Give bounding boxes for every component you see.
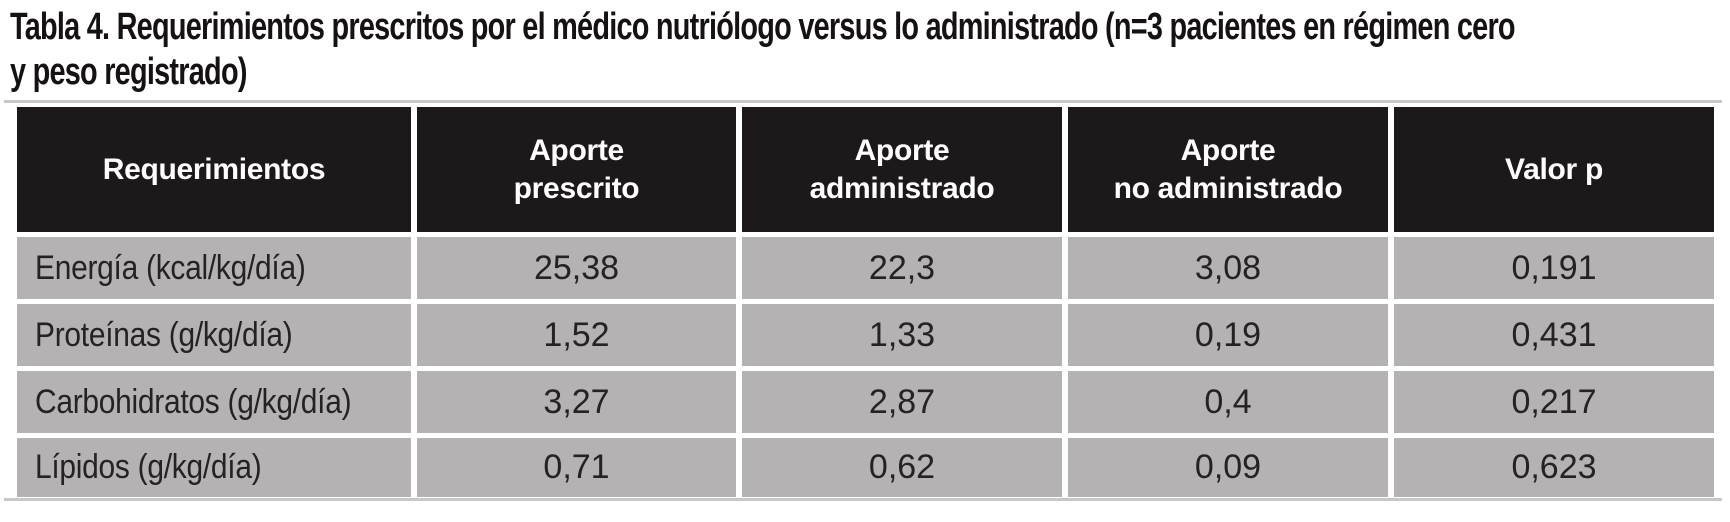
- table-caption: Tabla 4. Requerimientos prescritos por e…: [10, 5, 1730, 95]
- column-header-text: prescrito: [513, 171, 640, 205]
- column-header-text: Aporte: [854, 133, 950, 167]
- row-label: Lípidos (g/kg/día): [35, 448, 262, 486]
- cell-value: 0,217: [1511, 382, 1597, 421]
- value-cell-aporte-prescrito: 25,38: [417, 237, 736, 299]
- column-header-text: administrado: [809, 171, 995, 205]
- cell-value: 3,27: [543, 382, 610, 421]
- column-header-text: no administrado: [1113, 171, 1343, 205]
- row-label: Proteínas (g/kg/día): [35, 315, 293, 354]
- value-cell-aporte-no-administrado: 0,19: [1068, 304, 1388, 366]
- column-header-aporte-no-administrado: Aporte no administrado: [1068, 107, 1388, 232]
- cell-value: 22,3: [868, 248, 936, 287]
- value-cell-aporte-administrado: 2,87: [742, 371, 1062, 433]
- value-cell-aporte-prescrito: 3,27: [417, 371, 736, 433]
- cell-value: 0,4: [1204, 382, 1252, 421]
- value-cell-aporte-administrado: 1,33: [742, 304, 1062, 366]
- column-header-requerimientos: Requerimientos: [17, 107, 411, 232]
- value-cell-aporte-no-administrado: 3,08: [1068, 237, 1388, 299]
- column-header-aporte-administrado: Aporte administrado: [742, 107, 1062, 232]
- column-header-text: Aporte: [1180, 133, 1276, 167]
- row-label-cell: Proteínas (g/kg/día): [17, 304, 411, 366]
- row-label-cell: Energía (kcal/kg/día): [17, 237, 411, 299]
- table-caption-line2: y peso registrado): [10, 51, 247, 93]
- table-bottom-rule: [4, 498, 1722, 501]
- cell-value: 1,52: [543, 315, 610, 354]
- column-header-text: Valor p: [1505, 152, 1603, 186]
- value-cell-valor-p: 0,217: [1394, 371, 1714, 433]
- cell-value: 2,87: [868, 382, 936, 421]
- row-label: Energía (kcal/kg/día): [35, 248, 306, 287]
- value-cell-valor-p: 0,191: [1394, 237, 1714, 299]
- data-table: Requerimientos Aporte prescrito Aporte a…: [17, 107, 1714, 497]
- cell-value: 0,431: [1511, 315, 1597, 354]
- cell-value: 0,62: [868, 448, 936, 486]
- cell-value: 0,71: [543, 448, 610, 486]
- row-label: Carbohidratos (g/kg/día): [35, 382, 352, 421]
- cell-value: 1,33: [868, 315, 936, 354]
- column-header-text: Requerimientos: [102, 152, 326, 186]
- cell-value: 25,38: [533, 248, 620, 287]
- value-cell-aporte-prescrito: 0,71: [417, 438, 736, 497]
- table-caption-line1: Tabla 4. Requerimientos prescritos por e…: [10, 6, 1516, 48]
- table-top-rule: [4, 100, 1722, 103]
- row-label-cell: Lípidos (g/kg/día): [17, 438, 411, 497]
- cell-value: 3,08: [1194, 248, 1262, 287]
- cell-value: 0,09: [1194, 448, 1262, 486]
- value-cell-aporte-no-administrado: 0,09: [1068, 438, 1388, 497]
- column-header-text: Aporte: [529, 133, 624, 167]
- cell-value: 0,623: [1511, 448, 1597, 486]
- value-cell-valor-p: 0,623: [1394, 438, 1714, 497]
- value-cell-valor-p: 0,431: [1394, 304, 1714, 366]
- column-header-valor-p: Valor p: [1394, 107, 1714, 232]
- value-cell-aporte-prescrito: 1,52: [417, 304, 736, 366]
- value-cell-aporte-no-administrado: 0,4: [1068, 371, 1388, 433]
- row-label-cell: Carbohidratos (g/kg/día): [17, 371, 411, 433]
- cell-value: 0,19: [1194, 315, 1262, 354]
- value-cell-aporte-administrado: 22,3: [742, 237, 1062, 299]
- column-header-aporte-prescrito: Aporte prescrito: [417, 107, 736, 232]
- cell-value: 0,191: [1511, 248, 1597, 287]
- value-cell-aporte-administrado: 0,62: [742, 438, 1062, 497]
